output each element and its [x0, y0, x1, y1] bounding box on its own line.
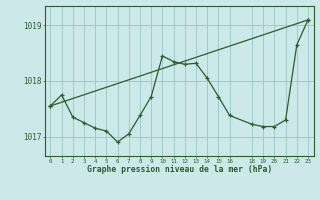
X-axis label: Graphe pression niveau de la mer (hPa): Graphe pression niveau de la mer (hPa) [87, 165, 272, 174]
